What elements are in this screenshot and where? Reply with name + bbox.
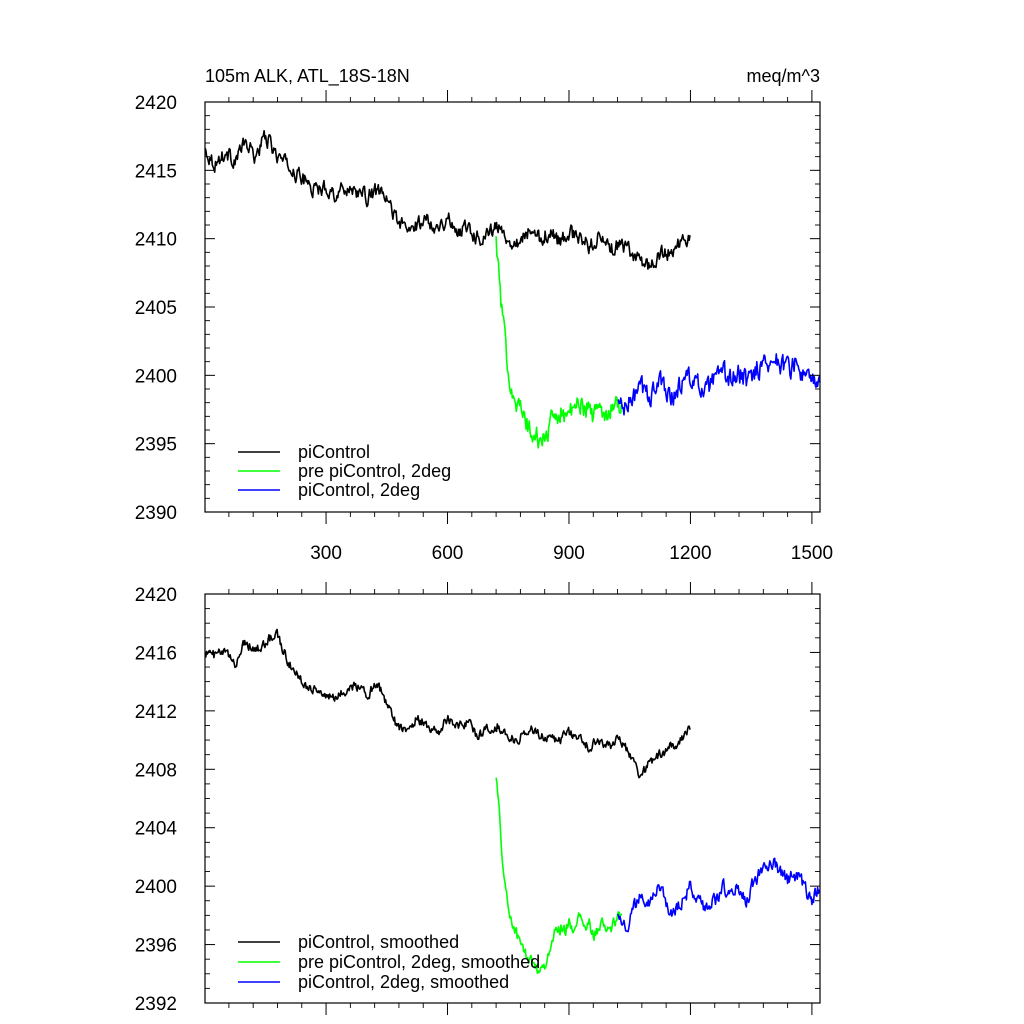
series-layer [204, 130, 821, 449]
y-tick-label: 2410 [135, 230, 177, 251]
y-tick-label: 2404 [135, 819, 178, 840]
chart-units: meq/m^3 [747, 66, 820, 86]
y-tick-label: 2392 [135, 994, 177, 1015]
y-tick-label: 2400 [135, 366, 177, 387]
y-tick-label: 2395 [135, 435, 177, 456]
tick-layer: 2392 2396 2400 2404 2408 2412 2416 2420 [135, 582, 820, 1015]
y-tick-label: 2400 [135, 877, 177, 898]
x-tick-label: 900 [553, 543, 585, 564]
legend-label: piControl [298, 442, 370, 462]
y-tick-label: 2396 [135, 936, 177, 957]
tick-layer: 2390 2395 2400 2405 2410 2415 2420 300 600 900 120… [135, 90, 833, 564]
y-tick-label: 2415 [135, 161, 177, 182]
series-line-3 [617, 353, 821, 416]
y-tick-label: 2390 [135, 503, 177, 524]
y-tick-label: 2420 [135, 585, 177, 606]
series-line-2 [495, 777, 623, 975]
y-tick-label: 2412 [135, 702, 177, 723]
series-line-3 [616, 857, 821, 933]
bottom-panel: 2392 2396 2400 2404 2408 2412 2416 2420 piContr… [135, 582, 821, 1015]
legend-label: pre piControl, 2deg, smoothed [298, 952, 540, 972]
legend-label: piControl, 2deg, smoothed [298, 972, 509, 992]
y-tick-label: 2405 [135, 298, 177, 319]
x-tick-label: 600 [432, 543, 464, 564]
y-tick-label: 2420 [135, 93, 177, 114]
plot-frame [204, 101, 821, 513]
legend-label: piControl, 2deg [298, 480, 420, 500]
chart-title: 105m ALK, ATL_18S-18N [205, 66, 410, 87]
series-layer [204, 628, 821, 975]
series-line-2 [495, 236, 623, 449]
y-tick-label: 2416 [135, 643, 177, 664]
x-tick-label: 300 [310, 543, 342, 564]
y-tick-label: 2408 [135, 760, 177, 781]
series-line-1 [204, 628, 691, 779]
x-tick-label: 1500 [791, 543, 833, 564]
plot-frame [204, 593, 821, 1004]
legend-label: piControl, smoothed [298, 932, 459, 952]
x-tick-label: 1200 [669, 543, 711, 564]
series-line-1 [204, 130, 691, 270]
legend-label: pre piControl, 2deg [298, 461, 451, 481]
top-panel: 105m ALK, ATL_18S-18N meq/m^3 2390 2395 24… [135, 66, 833, 564]
